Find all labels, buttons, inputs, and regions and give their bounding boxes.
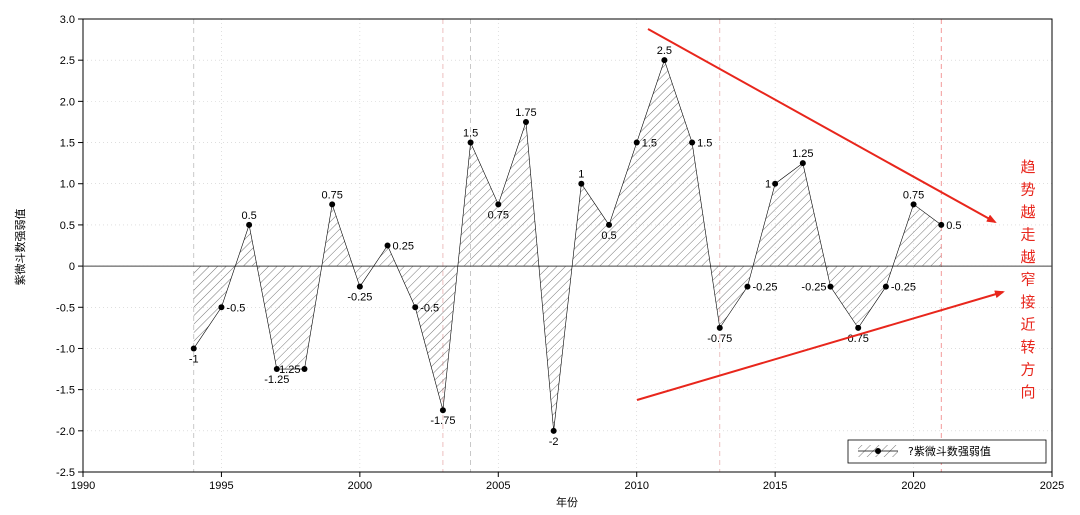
data-point (938, 221, 945, 228)
data-point (467, 139, 474, 146)
data-point (772, 180, 779, 187)
data-point (550, 427, 557, 434)
data-label: 1 (578, 169, 584, 181)
data-point (301, 366, 308, 373)
x-tick-label: 1990 (71, 480, 95, 492)
data-point (716, 324, 723, 331)
data-label: 0.75 (488, 209, 509, 221)
data-point (218, 304, 225, 311)
data-point (633, 139, 640, 146)
data-points (190, 57, 945, 434)
data-point (882, 283, 889, 290)
data-label: -0.25 (801, 282, 826, 294)
data-label: -0.25 (347, 292, 372, 304)
data-point (744, 283, 751, 290)
x-tick-label: 2025 (1040, 480, 1064, 492)
y-tick-label: 0.5 (60, 220, 75, 232)
data-label: -1.75 (430, 415, 455, 427)
x-tick-label: 2015 (763, 480, 787, 492)
data-point (356, 283, 363, 290)
data-label: 1.5 (697, 138, 712, 150)
y-tick-label: -1.5 (56, 385, 75, 397)
series-line (193, 59, 942, 431)
y-tick-label: -0.5 (56, 302, 75, 314)
data-label: 0.25 (393, 241, 414, 253)
y-tick-label: 1.5 (60, 138, 75, 150)
hatched-fill (193, 60, 942, 431)
hatched-area (193, 60, 942, 431)
data-label: 0.5 (601, 230, 616, 242)
upper-trend-arrow (647, 28, 997, 223)
data-point (827, 283, 834, 290)
data-label: -0.5 (226, 302, 245, 314)
x-tick-label: 2000 (348, 480, 372, 492)
plot-frame (82, 18, 1053, 473)
data-label: 1.75 (515, 107, 536, 119)
x-axis-title: 年份 (556, 495, 578, 509)
trend-note: 趋势越走越窄接近转方向 (1020, 158, 1035, 401)
legend-marker (875, 448, 881, 454)
y-axis-title: 紫微斗数强弱值 (13, 209, 27, 286)
legend: ?紫微斗数强弱值 (847, 439, 1047, 464)
data-label: 0.5 (241, 210, 256, 222)
x-tick-label: 1995 (209, 480, 233, 492)
axis-ticks: 1990 1995 2000 2005 2010 2015 2020 2025 -2.5 -2.0… (56, 14, 1064, 492)
x-tick-label: 2020 (901, 480, 925, 492)
data-label: 0.75 (903, 189, 924, 201)
data-point (384, 242, 391, 249)
data-label: 1 (765, 179, 771, 191)
y-tick-label: -1.0 (56, 343, 75, 355)
x-tick-label: 2010 (624, 480, 648, 492)
y-tick-label: 3.0 (60, 14, 75, 26)
data-point (661, 57, 668, 64)
data-label: 1.25 (792, 148, 813, 160)
data-point (495, 201, 502, 208)
data-point (910, 201, 917, 208)
vertical-marker-lines (193, 19, 942, 472)
y-tick-label: -2.5 (56, 467, 75, 479)
data-point (799, 160, 806, 167)
data-label: -0.25 (752, 282, 777, 294)
trend-annotation: 趋势越走越窄接近转方向 (636, 28, 1036, 401)
data-label: 0.5 (946, 220, 961, 232)
data-point (273, 366, 280, 373)
data-point (578, 180, 585, 187)
data-label: 1.5 (642, 138, 657, 150)
legend-label: ?紫微斗数强弱值 (908, 444, 991, 458)
data-label: -2 (549, 436, 559, 448)
data-point (522, 118, 529, 125)
data-labels: -1 -0.5 0.5 -1.25-1.25 0.75 -0.25 0.25 -0.5 -1.7… (189, 45, 962, 448)
y-tick-label: 2.5 (60, 55, 75, 67)
series-polyline (193, 59, 942, 431)
data-point (412, 304, 419, 311)
y-tick-label: 1.0 (60, 179, 75, 191)
data-label: -0.25 (891, 282, 916, 294)
data-point (190, 345, 197, 352)
plot-border (82, 18, 1053, 473)
data-label: 1.5 (463, 128, 478, 140)
data-label: -0.5 (420, 302, 439, 314)
data-point (246, 221, 253, 228)
x-tick-label: 2005 (486, 480, 510, 492)
data-point (439, 407, 446, 414)
data-point (689, 139, 696, 146)
lower-trend-arrow (636, 290, 1005, 401)
data-point (329, 201, 336, 208)
data-label: 2.5 (657, 45, 672, 57)
y-tick-label: -2.0 (56, 426, 75, 438)
data-point (606, 221, 613, 228)
data-label: -1.25 (264, 374, 289, 386)
y-tick-label: 2.0 (60, 96, 75, 108)
data-label: -0.75 (707, 333, 732, 345)
data-point (855, 324, 862, 331)
data-label: -1.25 (275, 364, 300, 376)
y-tick-label: 0 (69, 261, 75, 273)
data-label: -1 (189, 353, 199, 365)
data-label: 0.75 (321, 189, 342, 201)
